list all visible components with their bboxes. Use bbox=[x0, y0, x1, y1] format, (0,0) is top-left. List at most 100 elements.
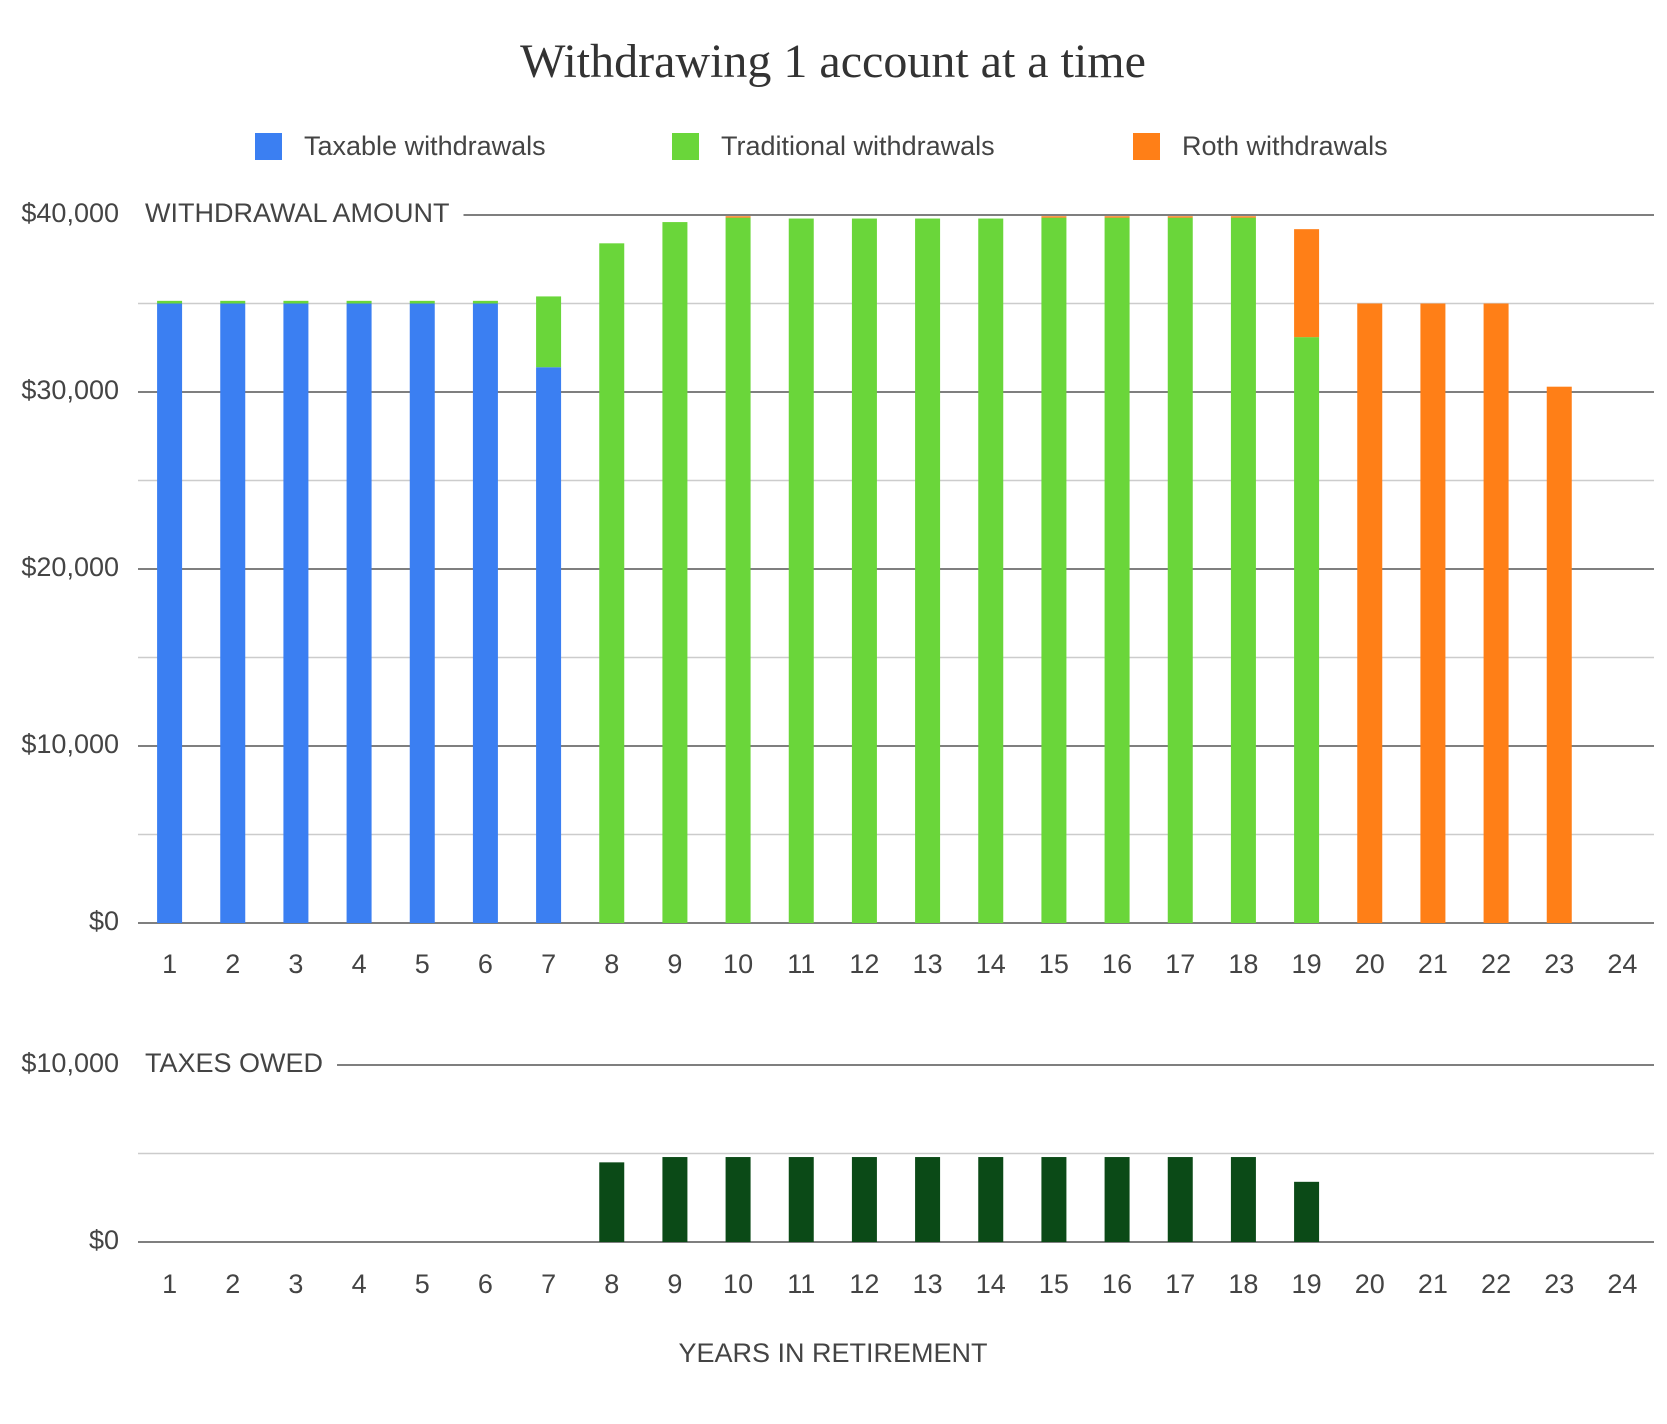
y-tick-label: $0 bbox=[89, 1225, 119, 1255]
legend-swatch bbox=[1133, 133, 1160, 160]
bar-segment bbox=[1104, 217, 1130, 923]
y-tick-label: $40,000 bbox=[21, 198, 119, 228]
bar-segment bbox=[725, 217, 751, 923]
x-tick-label: 22 bbox=[1481, 949, 1511, 979]
x-tick-label: 7 bbox=[541, 1269, 556, 1299]
bar bbox=[1041, 1157, 1067, 1242]
bar-segment bbox=[157, 303, 183, 923]
x-tick-label: 10 bbox=[723, 1269, 753, 1299]
x-tick-label: 4 bbox=[352, 949, 367, 979]
bar bbox=[1167, 1157, 1193, 1242]
bar-segment bbox=[1420, 303, 1446, 923]
x-tick-label: 17 bbox=[1165, 1269, 1195, 1299]
y-tick-label: $30,000 bbox=[21, 375, 119, 405]
bar-segment bbox=[599, 243, 625, 923]
bar-segment bbox=[157, 300, 183, 304]
bar-segment bbox=[851, 218, 877, 924]
y-tick-label: $10,000 bbox=[21, 1048, 119, 1078]
x-tick-label: 2 bbox=[225, 1269, 240, 1299]
x-tick-label: 14 bbox=[976, 949, 1006, 979]
bar-segment bbox=[978, 218, 1004, 924]
bar-segment bbox=[915, 218, 941, 924]
bar-segment bbox=[1294, 337, 1320, 923]
bar-segment bbox=[1546, 386, 1572, 923]
bar bbox=[915, 1157, 941, 1242]
x-tick-label: 23 bbox=[1544, 949, 1574, 979]
x-tick-label: 9 bbox=[667, 949, 682, 979]
bar bbox=[788, 1157, 814, 1242]
bar-segment bbox=[409, 300, 435, 304]
bar-segment bbox=[472, 300, 498, 304]
x-tick-label: 19 bbox=[1292, 1269, 1322, 1299]
x-tick-label: 8 bbox=[604, 949, 619, 979]
x-tick-label: 21 bbox=[1418, 949, 1448, 979]
x-tick-label: 1 bbox=[162, 949, 177, 979]
x-tick-label: 6 bbox=[478, 949, 493, 979]
x-tick-label: 3 bbox=[288, 1269, 303, 1299]
chart-title: Withdrawing 1 account at a time bbox=[520, 35, 1146, 88]
y-tick-label: $20,000 bbox=[21, 552, 119, 582]
bar-segment bbox=[1230, 216, 1256, 218]
x-tick-label: 20 bbox=[1355, 949, 1385, 979]
x-tick-label: 9 bbox=[667, 1269, 682, 1299]
bar-segment bbox=[1167, 217, 1193, 923]
bar-segment bbox=[536, 296, 562, 368]
bar-segment bbox=[1294, 229, 1320, 338]
x-tick-label: 13 bbox=[913, 949, 943, 979]
bar bbox=[725, 1157, 751, 1242]
bar-segment bbox=[1041, 217, 1067, 923]
bar bbox=[851, 1157, 877, 1242]
panel-label: TAXES OWED bbox=[145, 1048, 323, 1078]
x-tick-label: 24 bbox=[1607, 1269, 1637, 1299]
x-tick-label: 22 bbox=[1481, 1269, 1511, 1299]
bar-segment bbox=[283, 303, 309, 923]
x-tick-label: 3 bbox=[288, 949, 303, 979]
x-tick-label: 12 bbox=[849, 1269, 879, 1299]
panel-label: WITHDRAWAL AMOUNT bbox=[145, 198, 450, 228]
bar-segment bbox=[1167, 216, 1193, 218]
bar-segment bbox=[1483, 303, 1509, 923]
bar-segment bbox=[536, 367, 562, 924]
x-tick-label: 10 bbox=[723, 949, 753, 979]
bar-segment bbox=[1104, 216, 1130, 218]
x-tick-label: 14 bbox=[976, 1269, 1006, 1299]
x-tick-label: 13 bbox=[913, 1269, 943, 1299]
x-tick-label: 20 bbox=[1355, 1269, 1385, 1299]
x-tick-label: 19 bbox=[1292, 949, 1322, 979]
x-tick-label: 18 bbox=[1228, 949, 1258, 979]
x-axis-label: YEARS IN RETIREMENT bbox=[678, 1338, 987, 1368]
bar-segment bbox=[283, 300, 309, 304]
x-tick-label: 18 bbox=[1228, 1269, 1258, 1299]
y-tick-label: $10,000 bbox=[21, 729, 119, 759]
bar-segment bbox=[1230, 217, 1256, 923]
x-tick-label: 15 bbox=[1039, 949, 1069, 979]
x-tick-label: 23 bbox=[1544, 1269, 1574, 1299]
x-tick-label: 6 bbox=[478, 1269, 493, 1299]
x-tick-label: 21 bbox=[1418, 1269, 1448, 1299]
x-tick-label: 8 bbox=[604, 1269, 619, 1299]
legend-label: Roth withdrawals bbox=[1182, 131, 1388, 161]
bar bbox=[1104, 1157, 1130, 1242]
x-tick-label: 2 bbox=[225, 949, 240, 979]
x-tick-label: 7 bbox=[541, 949, 556, 979]
x-tick-label: 17 bbox=[1165, 949, 1195, 979]
x-tick-label: 24 bbox=[1607, 949, 1637, 979]
x-tick-label: 16 bbox=[1102, 949, 1132, 979]
bar bbox=[1230, 1157, 1256, 1242]
x-tick-label: 15 bbox=[1039, 1269, 1069, 1299]
x-tick-label: 11 bbox=[787, 949, 815, 979]
bar-segment bbox=[220, 303, 246, 923]
bar-segment bbox=[1041, 216, 1067, 218]
legend-swatch bbox=[255, 133, 282, 160]
legend-swatch bbox=[672, 133, 699, 160]
bar bbox=[1294, 1181, 1320, 1242]
x-tick-label: 1 bbox=[162, 1269, 177, 1299]
bar bbox=[978, 1157, 1004, 1242]
x-tick-label: 12 bbox=[849, 949, 879, 979]
x-tick-label: 5 bbox=[415, 949, 430, 979]
bar-segment bbox=[409, 303, 435, 923]
bar bbox=[662, 1157, 688, 1242]
bar-segment bbox=[346, 303, 372, 923]
bar-segment bbox=[472, 303, 498, 923]
